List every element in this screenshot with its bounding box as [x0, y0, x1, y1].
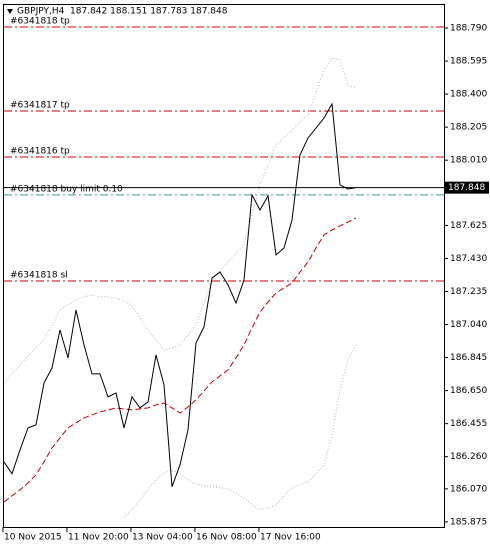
y-tick-label: 186.845 [450, 353, 487, 363]
last-price-box [445, 181, 489, 194]
series-line [3, 102, 357, 488]
order-label: #6341818 tp [10, 17, 70, 27]
y-tick-label: 188.790 [450, 24, 487, 34]
x-tick-label: 11 Nov 20:00 [68, 533, 129, 543]
order-label: #6341816 tp [10, 146, 70, 156]
series-line [3, 217, 357, 503]
y-tick-label: 185.875 [450, 517, 487, 527]
y-tick-label: 187.235 [450, 287, 487, 297]
y-tick-label: 187.625 [450, 221, 487, 231]
order-label: #6341818 sl [10, 270, 68, 280]
y-tick-label: 186.455 [450, 419, 487, 429]
y-tick-label: 186.650 [450, 386, 487, 396]
order-label: #6341818 buy limit 0.10 [10, 184, 123, 194]
y-tick-label: 186.260 [450, 452, 487, 462]
y-tick-label: 187.040 [450, 320, 487, 330]
chart-title: GBPJPY,H4 187.842 188.151 187.783 187.84… [17, 7, 228, 17]
x-tick-label: 17 Nov 16:00 [260, 533, 321, 543]
plot-frame [3, 4, 445, 528]
y-tick-label: 186.070 [450, 484, 487, 494]
y-tick-label: 188.400 [450, 90, 487, 100]
y-tick-label: 188.205 [450, 123, 487, 133]
last-price-label: 187.848 [448, 183, 485, 193]
order-label: #6341817 tp [10, 101, 70, 111]
y-tick-label: 188.010 [450, 156, 487, 166]
x-tick-label: 10 Nov 2015 [4, 533, 62, 543]
y-tick-label: 187.430 [450, 254, 487, 264]
y-tick-label: 188.595 [450, 57, 487, 67]
x-tick-label: 13 Nov 04:00 [132, 533, 193, 543]
x-tick-label: 16 Nov 08:00 [196, 533, 257, 543]
title-icon [7, 9, 13, 14]
